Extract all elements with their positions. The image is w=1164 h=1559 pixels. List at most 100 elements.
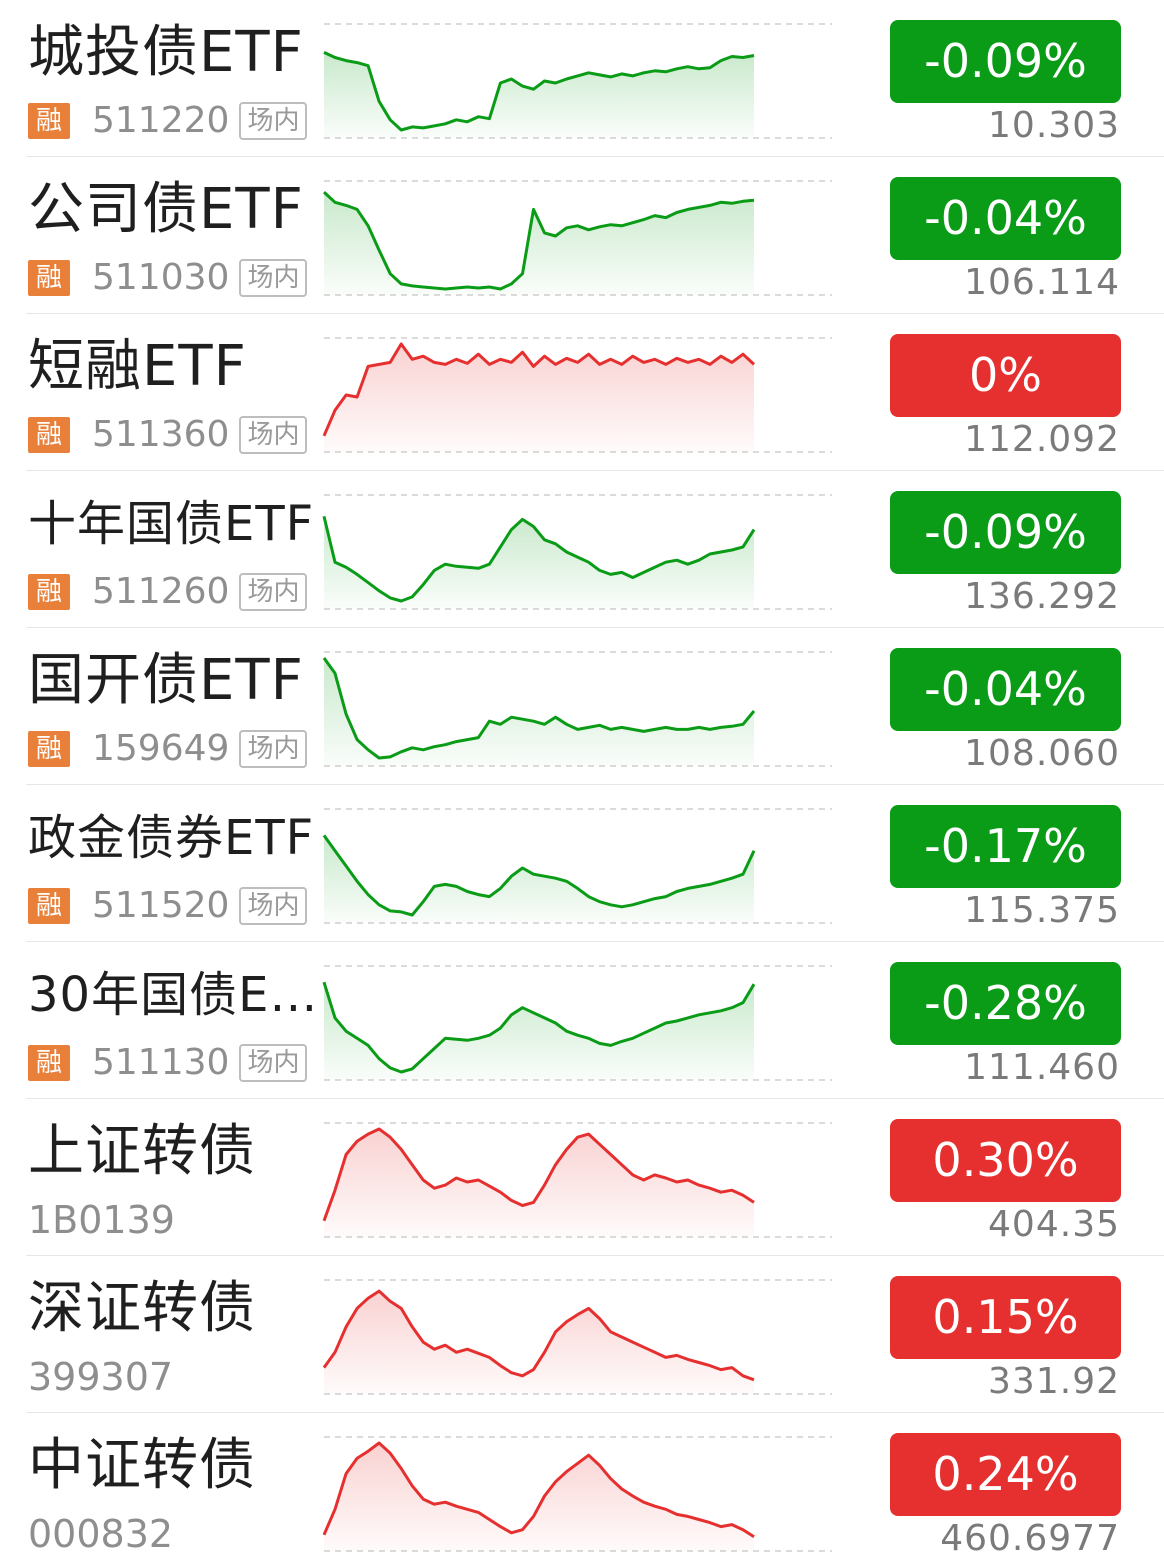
last-price: 106.114: [964, 262, 1120, 303]
change-percent-badge[interactable]: 0.30%: [890, 1119, 1121, 1202]
fund-meta: 000832: [28, 1515, 183, 1553]
list-item[interactable]: 上证转债 1B0139 0.30% 404.35: [0, 1099, 1164, 1256]
last-price: 136.292: [964, 576, 1120, 617]
list-item[interactable]: 公司债ETF 融 511030 场内 -0.04% 106.114: [0, 157, 1164, 314]
sparkline-area: [324, 192, 754, 295]
sparkline-area: [324, 658, 754, 766]
intraday-sparkline: [322, 965, 832, 1081]
row-divider: [26, 313, 1164, 314]
fund-meta: 融 511520 场内: [28, 885, 308, 926]
market-badge: 场内: [239, 416, 308, 454]
fund-code: 399307: [28, 1355, 174, 1399]
fund-name: 短融ETF: [28, 334, 247, 399]
row-divider: [26, 941, 1164, 942]
fund-name: 城投债ETF: [28, 20, 304, 85]
intraday-sparkline: [322, 494, 832, 610]
margin-badge: 融: [28, 260, 70, 296]
row-divider: [26, 627, 1164, 628]
list-item[interactable]: 深证转债 399307 0.15% 331.92: [0, 1256, 1164, 1413]
market-badge: 场内: [239, 887, 308, 925]
fund-code: 511360: [92, 414, 230, 455]
fund-meta: 融 511030 场内: [28, 257, 308, 298]
sparkline-line: [322, 657, 756, 760]
row-divider: [26, 1255, 1164, 1256]
last-price: 331.92: [988, 1361, 1120, 1402]
intraday-sparkline: [322, 1122, 832, 1238]
row-divider: [26, 156, 1164, 157]
change-percent-badge[interactable]: 0.24%: [890, 1433, 1121, 1516]
fund-code: 1B0139: [28, 1198, 175, 1242]
fund-meta: 融 511130 场内: [28, 1042, 308, 1083]
sparkline-line: [322, 834, 756, 917]
row-divider: [26, 470, 1164, 471]
market-badge: 场内: [239, 573, 308, 611]
fund-code: 159649: [92, 728, 230, 769]
list-item[interactable]: 国开债ETF 融 159649 场内 -0.04% 108.060: [0, 628, 1164, 785]
row-divider: [26, 1412, 1164, 1413]
market-badge: 场内: [239, 1044, 308, 1082]
fund-code: 511030: [92, 257, 230, 298]
fund-meta: 399307: [28, 1358, 183, 1396]
fund-meta: 融 511260 场内: [28, 573, 308, 611]
last-price: 111.460: [964, 1047, 1120, 1088]
change-percent-badge[interactable]: 0%: [890, 334, 1121, 417]
margin-badge: 融: [28, 888, 70, 924]
last-price: 10.303: [988, 105, 1120, 146]
sparkline-area: [324, 982, 754, 1080]
sparkline-area: [324, 1443, 754, 1551]
intraday-sparkline: [322, 1279, 832, 1395]
row-divider: [26, 1098, 1164, 1099]
sparkline-area: [324, 52, 754, 138]
change-percent-badge[interactable]: 0.15%: [890, 1276, 1121, 1359]
sparkline-line: [322, 1289, 755, 1382]
fund-name: 30年国债ET...: [28, 967, 320, 1023]
change-percent-badge[interactable]: -0.04%: [890, 648, 1121, 731]
list-item[interactable]: 短融ETF 融 511360 场内 0% 112.092: [0, 314, 1164, 471]
last-price: 460.6977: [940, 1518, 1120, 1559]
row-divider: [26, 784, 1164, 785]
list-item[interactable]: 中证转债 000832 0.24% 460.6977: [0, 1413, 1164, 1559]
sparkline-area: [324, 1291, 754, 1394]
list-item[interactable]: 城投债ETF 融 511220 场内 -0.09% 10.303: [0, 0, 1164, 157]
margin-badge: 融: [28, 103, 70, 139]
list-item[interactable]: 政金债券ETF 融 511520 场内 -0.17% 115.375: [0, 785, 1164, 942]
margin-badge: 融: [28, 574, 70, 610]
market-badge: 场内: [239, 259, 308, 297]
change-percent-badge[interactable]: -0.28%: [890, 962, 1121, 1045]
list-item[interactable]: 30年国债ET... 融 511130 场内 -0.28% 111.460: [0, 942, 1164, 1099]
sparkline-area: [324, 344, 754, 452]
fund-meta: 融 511220 场内: [28, 100, 308, 141]
change-percent-badge[interactable]: -0.09%: [890, 491, 1121, 574]
fund-code: 000832: [28, 1512, 174, 1556]
last-price: 115.375: [964, 890, 1120, 931]
fund-code: 511520: [92, 885, 230, 926]
intraday-sparkline: [322, 808, 832, 924]
fund-name: 十年国债ETF: [28, 496, 315, 552]
sparkline-line: [322, 1127, 755, 1222]
last-price: 108.060: [964, 733, 1120, 774]
fund-code: 511220: [92, 100, 230, 141]
sparkline-area: [324, 516, 754, 609]
change-percent-badge[interactable]: -0.04%: [890, 177, 1121, 260]
fund-name: 上证转债: [28, 1119, 256, 1184]
intraday-sparkline: [322, 337, 832, 453]
fund-name: 公司债ETF: [28, 177, 304, 242]
fund-name: 中证转债: [28, 1433, 256, 1498]
intraday-sparkline: [322, 180, 832, 296]
fund-name: 国开债ETF: [28, 648, 304, 713]
sparkline-line: [322, 515, 756, 603]
intraday-sparkline: [323, 23, 832, 139]
sparkline-line: [323, 51, 755, 132]
fund-name: 政金债券ETF: [28, 810, 315, 866]
list-item[interactable]: 十年国债ETF 融 511260 场内 -0.09% 136.292: [0, 471, 1164, 628]
sparkline-line: [322, 981, 756, 1074]
margin-badge: 融: [28, 1045, 70, 1081]
fund-meta: 融 511360 场内: [28, 414, 308, 455]
change-percent-badge[interactable]: -0.17%: [890, 805, 1121, 888]
last-price: 404.35: [988, 1204, 1120, 1245]
fund-meta: 1B0139: [28, 1201, 185, 1239]
fund-code: 511130: [92, 1042, 230, 1083]
change-percent-badge[interactable]: -0.09%: [890, 20, 1121, 103]
margin-badge: 融: [28, 417, 70, 453]
sparkline-line: [322, 191, 755, 291]
